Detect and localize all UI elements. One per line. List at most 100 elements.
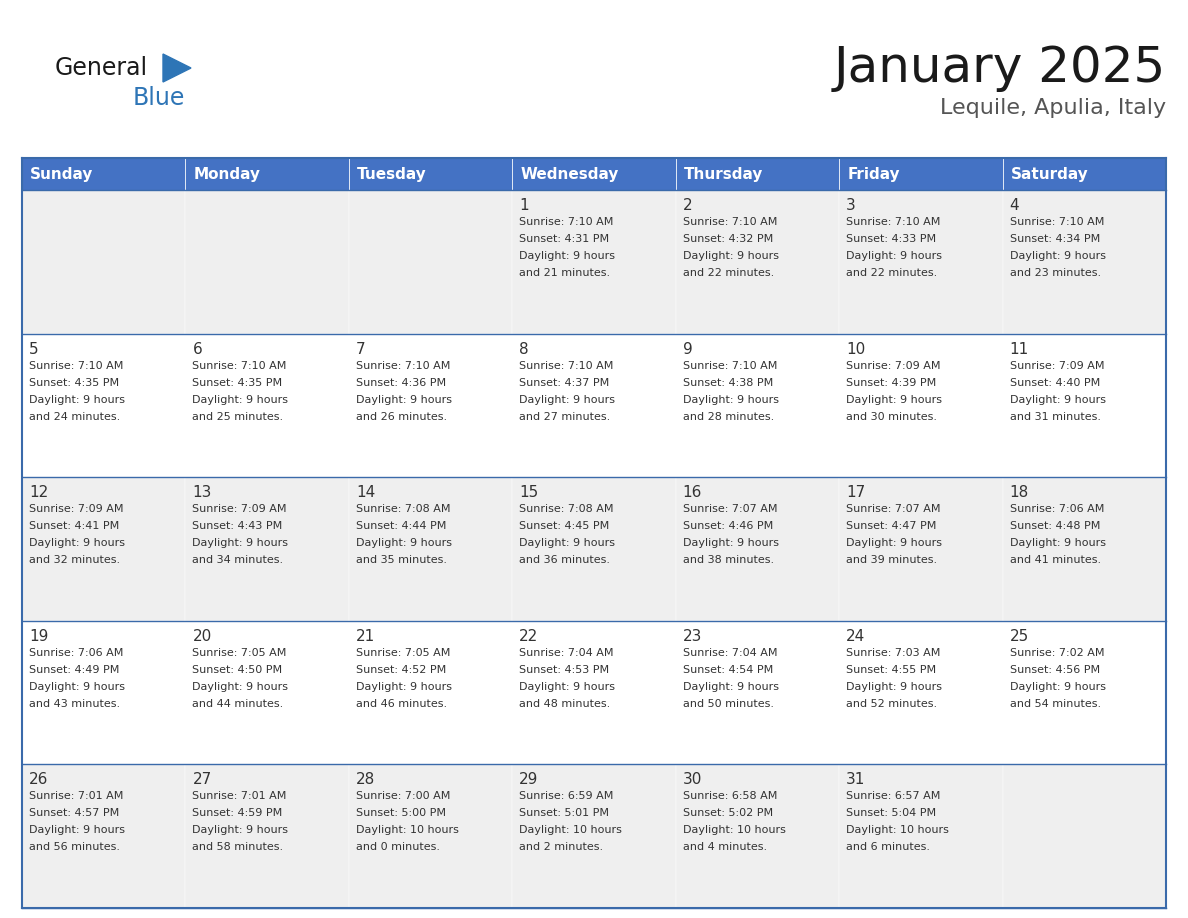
Text: 19: 19 <box>29 629 49 644</box>
Polygon shape <box>163 54 191 82</box>
Text: and 50 minutes.: and 50 minutes. <box>683 699 773 709</box>
Text: Sunset: 4:52 PM: Sunset: 4:52 PM <box>356 665 447 675</box>
Text: 2: 2 <box>683 198 693 213</box>
Bar <box>1003 190 1165 333</box>
Bar <box>349 158 512 190</box>
Text: Sunset: 4:55 PM: Sunset: 4:55 PM <box>846 665 936 675</box>
Text: Sunset: 4:47 PM: Sunset: 4:47 PM <box>846 521 936 532</box>
Text: Daylight: 9 hours: Daylight: 9 hours <box>192 538 289 548</box>
Bar <box>185 621 349 765</box>
Text: Sunrise: 6:57 AM: Sunrise: 6:57 AM <box>846 791 941 801</box>
Text: Sunset: 4:59 PM: Sunset: 4:59 PM <box>192 809 283 819</box>
Text: Lequile, Apulia, Italy: Lequile, Apulia, Italy <box>940 98 1165 118</box>
Text: 5: 5 <box>29 341 39 356</box>
Text: and 46 minutes.: and 46 minutes. <box>356 699 447 709</box>
Bar <box>1003 158 1165 190</box>
Text: and 31 minutes.: and 31 minutes. <box>1010 411 1100 421</box>
Text: 17: 17 <box>846 486 865 500</box>
Text: 26: 26 <box>29 772 49 788</box>
Text: and 30 minutes.: and 30 minutes. <box>846 411 937 421</box>
Text: 3: 3 <box>846 198 855 213</box>
Text: Sunrise: 7:10 AM: Sunrise: 7:10 AM <box>846 217 941 227</box>
Text: Sunset: 4:45 PM: Sunset: 4:45 PM <box>519 521 609 532</box>
Bar <box>349 621 512 765</box>
Bar <box>185 765 349 908</box>
Text: Saturday: Saturday <box>1011 166 1088 182</box>
Text: Sunset: 4:54 PM: Sunset: 4:54 PM <box>683 665 773 675</box>
Bar <box>839 190 1003 333</box>
Text: Sunset: 4:32 PM: Sunset: 4:32 PM <box>683 234 773 244</box>
Bar <box>23 621 185 765</box>
Bar <box>185 477 349 621</box>
Text: 20: 20 <box>192 629 211 644</box>
Text: Daylight: 9 hours: Daylight: 9 hours <box>519 251 615 261</box>
Bar <box>185 333 349 477</box>
Text: and 4 minutes.: and 4 minutes. <box>683 843 766 853</box>
Text: 13: 13 <box>192 486 211 500</box>
Text: Daylight: 9 hours: Daylight: 9 hours <box>519 395 615 405</box>
Bar <box>676 765 839 908</box>
Text: 6: 6 <box>192 341 202 356</box>
Bar <box>676 190 839 333</box>
Text: Sunset: 4:50 PM: Sunset: 4:50 PM <box>192 665 283 675</box>
Bar <box>512 765 676 908</box>
Text: and 38 minutes.: and 38 minutes. <box>683 555 773 565</box>
Text: and 0 minutes.: and 0 minutes. <box>356 843 440 853</box>
Text: and 25 minutes.: and 25 minutes. <box>192 411 284 421</box>
Text: Sunset: 4:43 PM: Sunset: 4:43 PM <box>192 521 283 532</box>
Text: Sunrise: 7:10 AM: Sunrise: 7:10 AM <box>192 361 286 371</box>
Text: Sunrise: 7:07 AM: Sunrise: 7:07 AM <box>846 504 941 514</box>
Bar <box>512 621 676 765</box>
Text: Sunset: 4:36 PM: Sunset: 4:36 PM <box>356 377 446 387</box>
Text: Sunset: 4:31 PM: Sunset: 4:31 PM <box>519 234 609 244</box>
Text: and 35 minutes.: and 35 minutes. <box>356 555 447 565</box>
Text: Monday: Monday <box>194 166 260 182</box>
Text: 1: 1 <box>519 198 529 213</box>
Text: Daylight: 9 hours: Daylight: 9 hours <box>683 395 778 405</box>
Text: and 6 minutes.: and 6 minutes. <box>846 843 930 853</box>
Text: and 41 minutes.: and 41 minutes. <box>1010 555 1101 565</box>
Text: Daylight: 10 hours: Daylight: 10 hours <box>356 825 459 835</box>
Text: Daylight: 9 hours: Daylight: 9 hours <box>192 682 289 692</box>
Text: 31: 31 <box>846 772 866 788</box>
Text: Sunrise: 7:10 AM: Sunrise: 7:10 AM <box>519 361 614 371</box>
Bar <box>512 158 676 190</box>
Text: Daylight: 9 hours: Daylight: 9 hours <box>846 251 942 261</box>
Text: Sunrise: 7:06 AM: Sunrise: 7:06 AM <box>1010 504 1104 514</box>
Text: Sunset: 4:38 PM: Sunset: 4:38 PM <box>683 377 773 387</box>
Text: Sunrise: 7:01 AM: Sunrise: 7:01 AM <box>192 791 286 801</box>
Text: Sunset: 4:41 PM: Sunset: 4:41 PM <box>29 521 119 532</box>
Text: 27: 27 <box>192 772 211 788</box>
Text: 10: 10 <box>846 341 865 356</box>
Text: Daylight: 9 hours: Daylight: 9 hours <box>29 538 125 548</box>
Text: 8: 8 <box>519 341 529 356</box>
Text: Daylight: 9 hours: Daylight: 9 hours <box>519 538 615 548</box>
Text: 24: 24 <box>846 629 865 644</box>
Bar <box>512 333 676 477</box>
Bar <box>676 621 839 765</box>
Bar <box>23 190 185 333</box>
Text: 18: 18 <box>1010 486 1029 500</box>
Text: and 21 minutes.: and 21 minutes. <box>519 268 611 278</box>
Text: Sunrise: 7:05 AM: Sunrise: 7:05 AM <box>356 648 450 658</box>
Text: Sunrise: 7:06 AM: Sunrise: 7:06 AM <box>29 648 124 658</box>
Text: Daylight: 9 hours: Daylight: 9 hours <box>29 682 125 692</box>
Bar <box>676 158 839 190</box>
Text: Sunset: 4:39 PM: Sunset: 4:39 PM <box>846 377 936 387</box>
Text: Sunset: 4:53 PM: Sunset: 4:53 PM <box>519 665 609 675</box>
Text: Sunrise: 7:05 AM: Sunrise: 7:05 AM <box>192 648 286 658</box>
Text: Daylight: 9 hours: Daylight: 9 hours <box>683 251 778 261</box>
Text: and 32 minutes.: and 32 minutes. <box>29 555 120 565</box>
Text: Sunset: 4:40 PM: Sunset: 4:40 PM <box>1010 377 1100 387</box>
Bar <box>1003 477 1165 621</box>
Text: and 44 minutes.: and 44 minutes. <box>192 699 284 709</box>
Text: Sunset: 4:33 PM: Sunset: 4:33 PM <box>846 234 936 244</box>
Text: and 24 minutes.: and 24 minutes. <box>29 411 120 421</box>
Text: Sunrise: 7:04 AM: Sunrise: 7:04 AM <box>519 648 614 658</box>
Text: 11: 11 <box>1010 341 1029 356</box>
Bar <box>512 477 676 621</box>
Text: Daylight: 9 hours: Daylight: 9 hours <box>29 825 125 835</box>
Bar <box>839 621 1003 765</box>
Bar <box>349 333 512 477</box>
Text: Sunrise: 7:10 AM: Sunrise: 7:10 AM <box>356 361 450 371</box>
